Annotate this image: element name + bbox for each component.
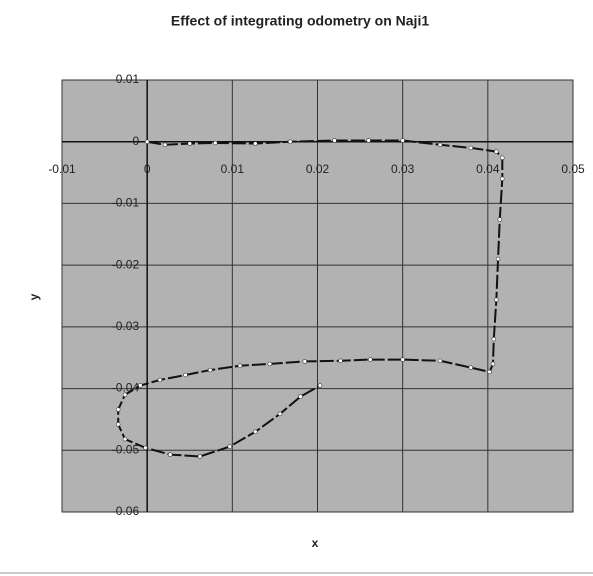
data-point: [302, 359, 307, 364]
data-point: [491, 336, 497, 342]
data-point: [332, 138, 337, 143]
x-tick-label: 0.02: [306, 162, 330, 176]
data-line: [117, 139, 504, 458]
data-point: [197, 454, 203, 459]
data-point: [213, 140, 218, 146]
data-point: [298, 394, 303, 399]
data-point: [167, 452, 173, 457]
data-point: [494, 297, 499, 302]
data-point: [115, 422, 121, 427]
data-point: [227, 444, 233, 449]
data-point: [400, 357, 405, 362]
data-point: [487, 369, 492, 375]
data-point: [468, 365, 474, 370]
data-point: [317, 383, 323, 388]
data-point: [500, 176, 505, 181]
data-point: [400, 138, 405, 143]
data-point: [267, 361, 273, 367]
data-point: [277, 411, 283, 417]
data-point: [253, 141, 258, 146]
data-point: [122, 436, 128, 442]
y-tick-label: 0: [132, 134, 139, 148]
y-axis-label: y: [27, 293, 41, 300]
data-point: [144, 139, 150, 144]
y-tick-label: -0.06: [112, 504, 140, 518]
x-tick-label: 0.04: [476, 162, 500, 176]
data-point: [437, 142, 443, 148]
data-point: [157, 377, 163, 383]
data-point: [237, 363, 243, 368]
x-tick-label: 0.05: [561, 162, 585, 176]
data-point: [468, 145, 474, 151]
data-point: [138, 383, 143, 388]
data-point: [143, 445, 148, 451]
data-point: [122, 392, 128, 397]
data-point: [162, 142, 168, 148]
y-tick-label: -0.01: [112, 196, 140, 210]
data-point: [366, 138, 371, 143]
x-tick-label: 0.01: [221, 162, 245, 176]
data-point: [187, 141, 192, 146]
data-point: [253, 429, 258, 435]
data-point: [207, 367, 213, 373]
data-point: [495, 256, 501, 262]
x-tick-label: -0.01: [48, 162, 76, 176]
data-point: [500, 155, 505, 161]
y-tick-label: 0.01: [116, 72, 140, 86]
data-point: [115, 407, 121, 412]
chart-title: Effect of integrating odometry on Naji1: [171, 13, 429, 29]
y-tick-label: -0.02: [112, 257, 140, 271]
data-point: [338, 358, 343, 364]
data-point: [368, 357, 373, 362]
x-tick-label: 0.03: [391, 162, 415, 176]
data-point: [494, 149, 499, 154]
data-point: [497, 217, 503, 222]
y-tick-label: -0.03: [112, 319, 140, 333]
data-point: [490, 361, 496, 367]
x-axis-label: x: [312, 536, 319, 550]
data-point: [437, 358, 443, 364]
data-point: [183, 372, 188, 378]
y-tick-label: -0.05: [112, 442, 140, 456]
data-point: [287, 139, 293, 144]
